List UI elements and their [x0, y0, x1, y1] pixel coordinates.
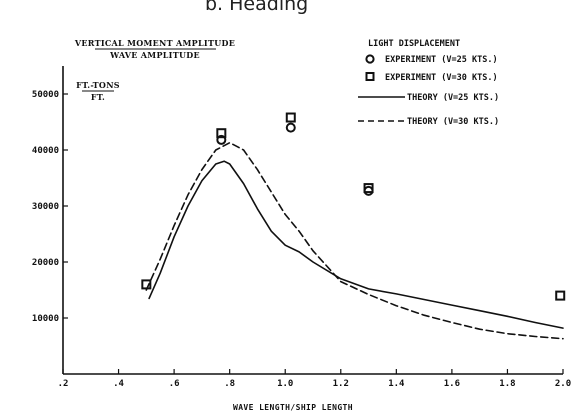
chart-title-denominator: WAVE AMPLITUDE: [109, 50, 200, 60]
figure-caption: b. Heading: [205, 0, 308, 15]
y-tick-label: 30000: [32, 202, 59, 212]
experiment-25kts-point: [216, 134, 227, 145]
y-tick-label: 40000: [32, 146, 59, 156]
experiment-25kts-point: [363, 185, 374, 196]
legend-entry-label: THEORY (V=25 KTS.): [407, 93, 499, 103]
legend-circle-marker: [365, 54, 375, 64]
experiment-30kts-point: [285, 112, 296, 123]
legend-title: LIGHT DISPLACEMENT: [368, 39, 460, 49]
x-tick-label: 1.8: [499, 379, 515, 389]
plot-series: [141, 112, 566, 340]
legend-entry-label: EXPERIMENT (V=30 KTS.): [385, 73, 498, 83]
legend-entry-label: EXPERIMENT (V=25 KTS.): [385, 55, 498, 65]
x-tick-label: 1.0: [277, 379, 293, 389]
x-tick-label: .6: [169, 379, 180, 389]
legend-entry-label: THEORY (V=30 KTS.): [407, 117, 499, 127]
x-tick-label: 1.2: [333, 379, 349, 389]
x-tick-label: 1.6: [444, 379, 460, 389]
chart-title-numerator: VERTICAL MOMENT AMPLITUDE: [74, 38, 235, 48]
y-tick-label: 20000: [32, 258, 59, 268]
x-axis-ticks: .2 .4 .6 .8 1.0 1.2 1.4 1.6 1.8 2.0: [58, 369, 571, 389]
y-units-numerator: FT.-TONS: [76, 80, 120, 90]
experiment-30kts-point: [555, 290, 566, 301]
y-tick-label: 50000: [32, 90, 59, 100]
x-axis-label: WAVE LENGTH/SHIP LENGTH: [233, 403, 353, 412]
x-tick-label: 2.0: [555, 379, 571, 389]
y-axis-ticks: 10000 20000 30000 40000 50000: [32, 90, 68, 324]
x-tick-label: .4: [113, 379, 124, 389]
x-tick-label: 1.4: [388, 379, 405, 389]
theory-25kts-line: [148, 160, 564, 329]
y-units-denominator: FT.: [91, 92, 105, 102]
experiment-25kts-point: [285, 122, 296, 133]
x-tick-label: .2: [58, 379, 69, 389]
experiment-30kts-point: [363, 183, 374, 194]
legend: LIGHT DISPLACEMENT EXPERIMENT (V=25 KTS.…: [358, 39, 499, 127]
theory-30kts-line: [145, 141, 564, 340]
y-tick-label: 10000: [32, 314, 59, 324]
experiment-30kts-point: [216, 128, 227, 139]
x-tick-label: .8: [224, 379, 235, 389]
legend-square-marker: [365, 72, 375, 81]
